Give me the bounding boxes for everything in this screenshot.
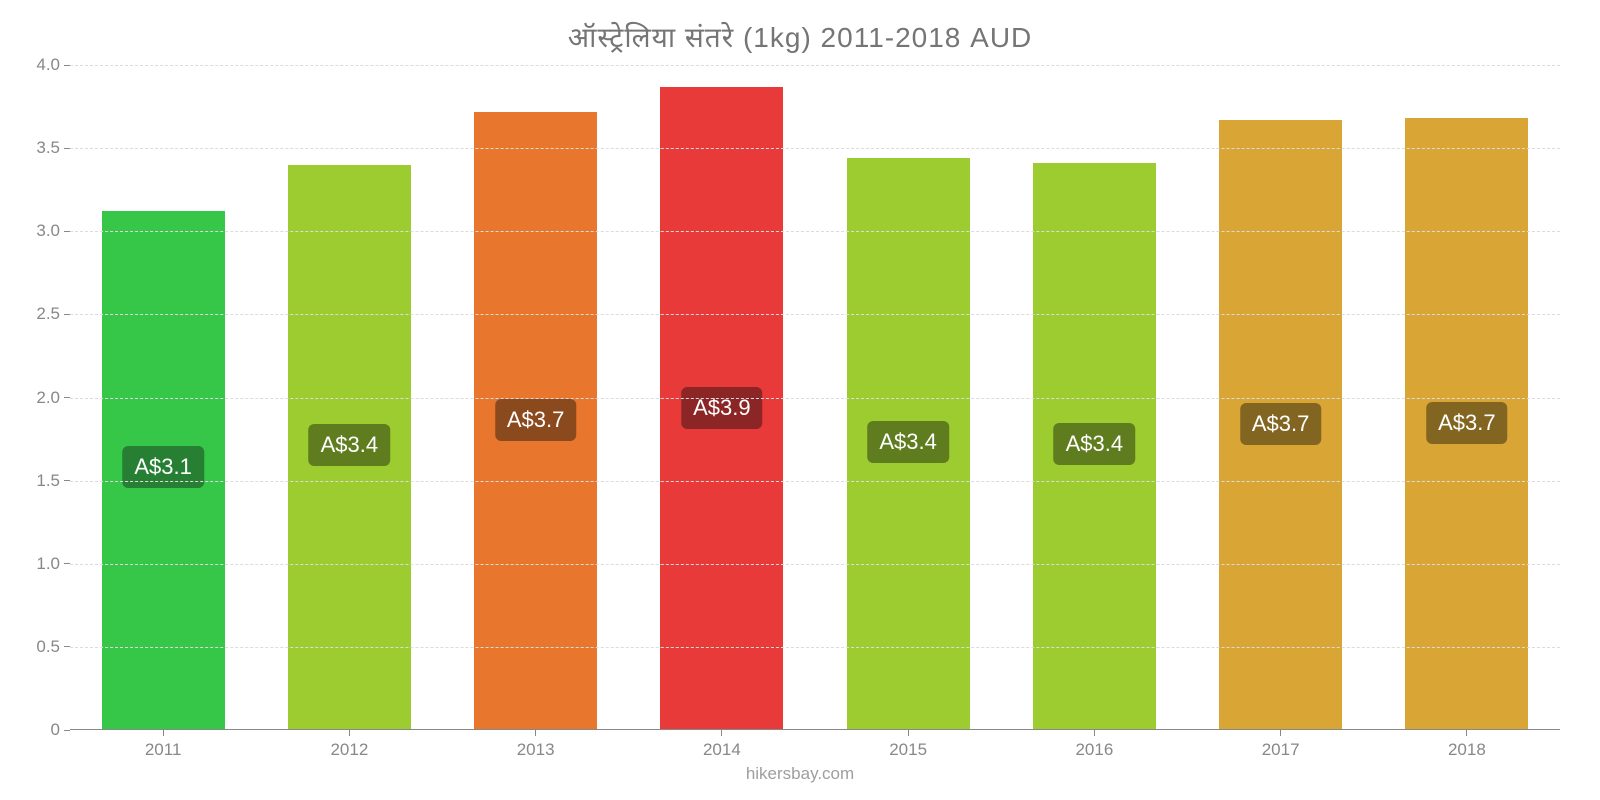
y-tick-label: 0.5 bbox=[36, 637, 60, 657]
chart-title: ऑस्ट्रेलिया संतरे (1kg) 2011-2018 AUD bbox=[568, 18, 1033, 56]
bar-value-label: A$3.9 bbox=[681, 387, 763, 429]
y-tick-label: 2.5 bbox=[36, 304, 60, 324]
x-tick-mark bbox=[908, 730, 909, 736]
x-tick-mark bbox=[163, 730, 164, 736]
bar-value-label: A$3.7 bbox=[1240, 403, 1322, 445]
x-tick-label: 2017 bbox=[1262, 740, 1300, 760]
y-tick-mark bbox=[64, 397, 70, 398]
y-tick-mark bbox=[64, 480, 70, 481]
x-tick-label: 2011 bbox=[145, 740, 182, 760]
y-tick-mark bbox=[64, 730, 70, 731]
y-tick-label: 3.0 bbox=[36, 221, 60, 241]
x-tick-label: 2016 bbox=[1075, 740, 1113, 760]
bar: A$3.4 bbox=[288, 165, 411, 730]
x-axis-line bbox=[70, 729, 1560, 730]
x-tick-mark bbox=[1280, 730, 1281, 736]
grid-line bbox=[70, 398, 1560, 399]
bar: A$3.9 bbox=[660, 87, 783, 730]
grid-line bbox=[70, 65, 1560, 66]
bar-value-label: A$3.4 bbox=[1054, 423, 1136, 465]
grid-line bbox=[70, 314, 1560, 315]
bar-value-label: A$3.7 bbox=[495, 399, 577, 441]
x-tick-label: 2018 bbox=[1448, 740, 1486, 760]
y-tick-label: 2.0 bbox=[36, 388, 60, 408]
x-tick-label: 2015 bbox=[889, 740, 927, 760]
bar: A$3.7 bbox=[474, 112, 597, 730]
chart-title-row: ऑस्ट्रेलिया संतरे (1kg) 2011-2018 AUD bbox=[0, 18, 1600, 56]
bar: A$3.7 bbox=[1219, 120, 1342, 730]
plot-area: A$3.1 A$3.4 A$3.7 A$3.9 A$3.4 A$3.4 A$3.7 A$3.7… bbox=[70, 65, 1560, 730]
bar: A$3.4 bbox=[1033, 163, 1156, 730]
bar-value-label: A$3.4 bbox=[867, 421, 949, 463]
x-tick-mark bbox=[721, 730, 722, 736]
y-tick-mark bbox=[64, 148, 70, 149]
x-tick-mark bbox=[1466, 730, 1467, 736]
x-tick-label: 2013 bbox=[517, 740, 555, 760]
y-tick-mark bbox=[64, 65, 70, 66]
bar: A$3.1 bbox=[102, 211, 225, 730]
bar-value-label: A$3.7 bbox=[1426, 402, 1508, 444]
y-tick-label: 4.0 bbox=[36, 55, 60, 75]
y-tick-mark bbox=[64, 231, 70, 232]
x-tick-label: 2014 bbox=[703, 740, 741, 760]
y-tick-mark bbox=[64, 314, 70, 315]
bar-value-label: A$3.4 bbox=[309, 424, 391, 466]
bar: A$3.7 bbox=[1405, 118, 1528, 730]
y-tick-mark bbox=[64, 563, 70, 564]
attribution: hikersbay.com bbox=[0, 764, 1600, 784]
bar: A$3.4 bbox=[847, 158, 970, 730]
grid-line bbox=[70, 231, 1560, 232]
grid-line bbox=[70, 148, 1560, 149]
y-tick-label: 3.5 bbox=[36, 138, 60, 158]
y-tick-mark bbox=[64, 646, 70, 647]
x-tick-mark bbox=[349, 730, 350, 736]
x-tick-mark bbox=[535, 730, 536, 736]
grid-line bbox=[70, 647, 1560, 648]
x-tick-mark bbox=[1094, 730, 1095, 736]
y-tick-label: 1.5 bbox=[36, 471, 60, 491]
x-tick-label: 2012 bbox=[330, 740, 368, 760]
y-tick-label: 0 bbox=[51, 720, 60, 740]
grid-line bbox=[70, 564, 1560, 565]
grid-line bbox=[70, 481, 1560, 482]
bar-chart: ऑस्ट्रेलिया संतरे (1kg) 2011-2018 AUD A$… bbox=[0, 0, 1600, 800]
y-tick-label: 1.0 bbox=[36, 554, 60, 574]
